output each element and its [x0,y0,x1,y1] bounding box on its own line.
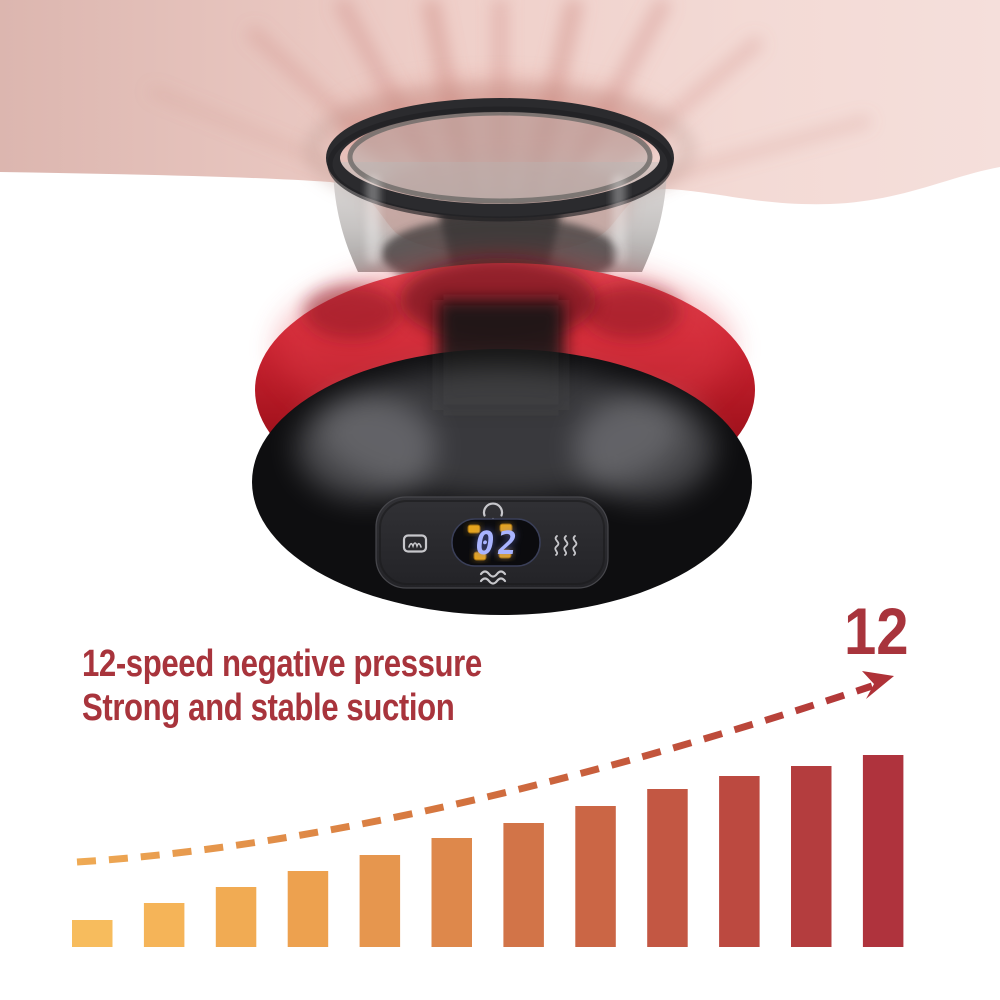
control-panel: 02 02 [375,496,609,589]
glass-highlight-left [366,176,380,264]
bar-speed-6 [431,838,472,947]
bar-speed-12 [862,755,904,947]
speed-display-value: 02 [473,524,523,562]
cupping-device: 02 02 [252,98,755,615]
bar-speed-10 [719,776,760,947]
bar-speed-4 [287,871,329,947]
trend-arrowhead [862,671,894,699]
max-speed-label: 12 [844,594,909,668]
bar-speed-8 [575,806,616,947]
bar-speed-7 [503,823,544,947]
bar-speed-2 [143,903,185,947]
red-band-dimple-left [304,285,400,339]
vibration-icon [479,570,507,585]
led-display: 02 02 [451,518,541,567]
glass-highlight-right [612,176,626,264]
glass-top-face [349,112,651,202]
headline: 12-speed negative pressure Strong and st… [82,642,482,730]
bars [72,755,904,947]
cup-rim-lip [327,106,673,222]
headline-line2: Strong and stable suction [82,687,455,729]
bar-speed-1 [72,920,113,947]
led-indicators [467,523,513,561]
trend-dashed-line [76,682,874,866]
glass-cup [326,98,674,292]
bar-speed-5 [359,855,401,947]
speed-display-glow: 02 [473,524,523,562]
dome-reflection-right [574,396,714,500]
bar-speed-11 [791,766,832,947]
bar-speed-3 [215,887,257,947]
bar-chart [72,671,904,947]
red-band-dimple-right [584,285,680,339]
bar-speed-9 [647,789,688,947]
glass-inner-ring [347,110,653,204]
dome-reflection-left [296,396,436,500]
screen-mode-icon [402,534,428,553]
heat-icon [554,535,578,556]
headline-line1: 12-speed negative pressure [82,643,482,685]
